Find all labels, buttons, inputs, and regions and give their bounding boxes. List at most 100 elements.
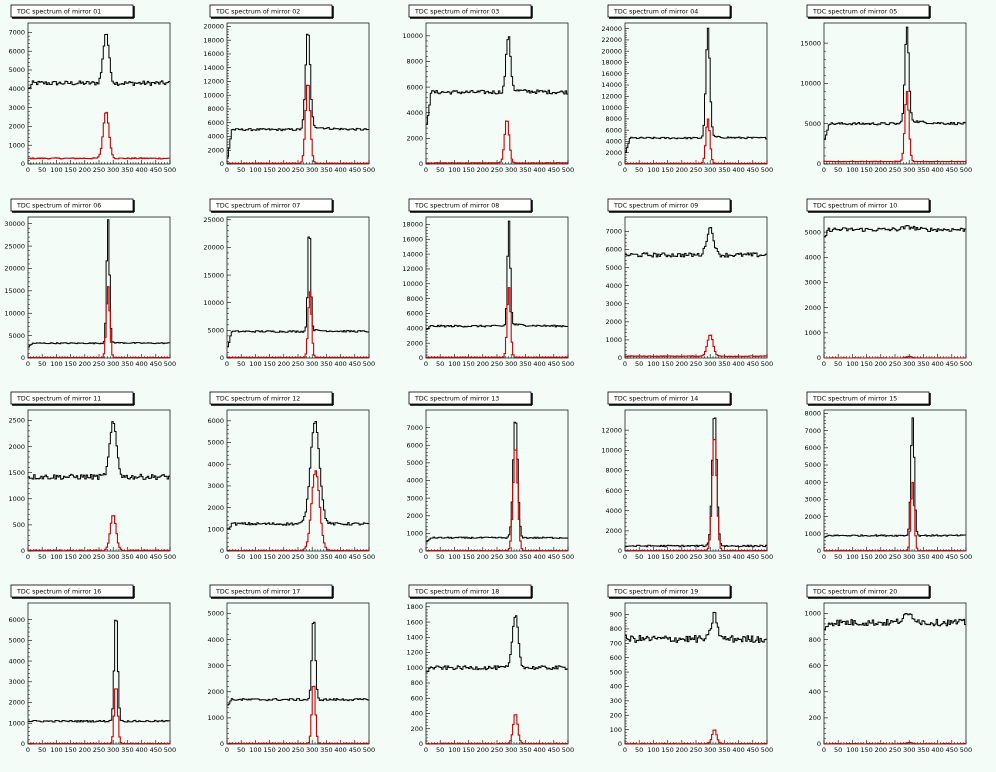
title-box-bg [806,584,930,598]
y-tick-label: 10000 [800,80,821,88]
x-tick-label: 300 [505,360,517,368]
x-tick-label: 50 [237,166,245,174]
panel-title-box: TDC spectrum of mirror 09 [607,198,732,213]
x-tick-label: 100 [448,746,460,754]
x-tick-label: 450 [150,746,162,754]
y-tick-label: 5000 [8,637,25,645]
y-tick-label: 5000 [207,610,224,618]
y-tick-label: 0 [220,740,224,748]
y-tick-label: 100 [610,726,622,734]
y-tick-label: 800 [411,679,423,687]
plot-frame [226,409,370,552]
panel-title-box: TDC spectrum of mirror 03 [408,4,533,19]
x-tick-label: 50 [436,553,444,561]
x-tick-label: 250 [491,746,503,754]
y-tick-label: 5000 [207,439,224,447]
plot-frame [425,409,569,552]
x-tick-label: 100 [846,746,858,754]
x-tick-label: 300 [107,360,119,368]
title-box-bg [607,391,731,405]
x-tick-label: 250 [690,746,702,754]
x-tick-label: 0 [623,746,627,754]
y-tick-label: 20000 [601,47,622,55]
y-tick-label: 14000 [203,64,224,72]
x-tick-label: 200 [278,166,290,174]
plot-frame [226,602,370,745]
x-tick-label: 350 [718,360,730,368]
x-tick-label: 150 [860,166,872,174]
x-tick-label: 250 [93,360,105,368]
x-tick-label: 0 [26,553,30,561]
y-tick-label: 2000 [605,149,622,157]
x-tick-label: 200 [278,360,290,368]
y-tick-label: 3000 [8,104,25,112]
x-tick-label: 250 [889,746,901,754]
plot-frame [823,22,967,165]
x-tick-label: 100 [448,360,460,368]
x-tick-label: 100 [50,166,62,174]
y-tick-label: 6000 [406,310,423,318]
y-tick-label: 3000 [8,678,25,686]
x-tick-label: 300 [704,746,716,754]
x-tick-label: 300 [903,553,915,561]
x-tick-label: 350 [320,360,332,368]
x-tick-label: 0 [26,746,30,754]
panel-title-box: TDC spectrum of mirror 12 [209,391,334,406]
x-tick-label: 0 [225,553,229,561]
tdc-panel: TDC spectrum of mirror 180 50 100 150 200 250… [406,584,574,754]
title-box-bg [209,584,333,598]
y-tick-label: 10000 [402,280,423,288]
x-tick-label: 400 [732,166,744,174]
y-tick-label: 4000 [8,85,25,93]
y-tick-label: 6000 [8,616,25,624]
plot-frame [27,409,171,552]
y-tick-label: 2000 [207,146,224,154]
spectrum-total-series [28,619,170,723]
y-tick-label: 12000 [601,93,622,101]
y-tick-label: 5000 [605,264,622,272]
plot-frame [425,216,569,359]
y-tick-label: 1000 [605,336,622,344]
y-tick-label: 7000 [8,29,25,37]
y-tick-label: 10000 [203,91,224,99]
y-tick-label: 8000 [406,295,423,303]
y-tick-label: 4000 [207,460,224,468]
x-tick-label: 100 [647,746,659,754]
x-tick-label: 450 [548,166,560,174]
x-tick-label: 100 [50,553,62,561]
panel-title: TDC spectrum of mirror 03 [414,9,499,16]
x-tick-label: 50 [237,746,245,754]
y-tick-label: 4000 [804,253,821,261]
spectrum-selected-series [824,481,966,552]
panel-title: TDC spectrum of mirror 10 [812,203,897,210]
y-tick-label: 0 [817,160,821,168]
tdc-panel: TDC spectrum of mirror 17 0 50 100 150 200 250… [207,584,375,754]
x-tick-label: 150 [661,166,673,174]
y-tick-label: 1800 [406,603,423,611]
y-tick-label: 6000 [605,246,622,254]
x-tick-label: 450 [349,553,361,561]
panel-title: TDC spectrum of mirror 04 [613,9,698,16]
panel-title: TDC spectrum of mirror 18 [414,589,499,596]
x-tick-label: 50 [436,360,444,368]
x-tick-label: 200 [875,360,887,368]
y-tick-label: 1500 [8,469,25,477]
tdc-panel: TDC spectrum of mirror 070 50 100 150 200 250… [203,198,375,368]
panel-title-box: TDC spectrum of mirror 20 [806,584,931,599]
y-tick-label: 5000 [207,327,224,335]
y-tick-label: 4000 [605,282,622,290]
y-tick-label: 2000 [804,304,821,312]
y-tick-label: 8000 [605,467,622,475]
tdc-panel: TDC spectrum of mirror 01 0 50 100 150 200 250… [8,4,176,174]
spectrum-selected-series [227,470,369,552]
x-tick-label: 150 [661,360,673,368]
y-tick-label: 0 [618,160,622,168]
x-tick-label: 100 [846,166,858,174]
y-tick-label: 15000 [203,271,224,279]
tdc-panel: TDC spectrum of mirror 05 0 50 100 150 200 250… [800,4,972,174]
panel-title: TDC spectrum of mirror 13 [414,396,499,403]
plot-frame [425,602,569,745]
tdc-panel: TDC spectrum of mirror 09 0 50 100 150 200 250… [605,198,773,368]
y-tick-label: 10000 [601,104,622,112]
x-tick-label: 0 [822,360,826,368]
